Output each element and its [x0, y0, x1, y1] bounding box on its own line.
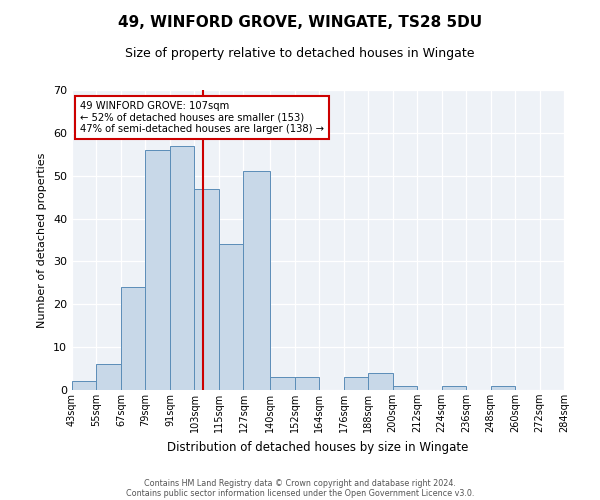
Bar — [295, 377, 319, 390]
Bar — [564, 386, 589, 390]
Text: 49 WINFORD GROVE: 107sqm
← 52% of detached houses are smaller (153)
47% of semi-: 49 WINFORD GROVE: 107sqm ← 52% of detach… — [80, 100, 324, 134]
Bar — [121, 287, 145, 390]
Text: Contains HM Land Registry data © Crown copyright and database right 2024.: Contains HM Land Registry data © Crown c… — [144, 478, 456, 488]
Bar — [244, 172, 270, 390]
X-axis label: Distribution of detached houses by size in Wingate: Distribution of detached houses by size … — [167, 440, 469, 454]
Bar — [344, 377, 368, 390]
Bar — [491, 386, 515, 390]
Bar — [72, 382, 97, 390]
Bar — [145, 150, 170, 390]
Bar — [368, 373, 392, 390]
Bar — [270, 377, 295, 390]
Text: Size of property relative to detached houses in Wingate: Size of property relative to detached ho… — [125, 48, 475, 60]
Bar — [170, 146, 194, 390]
Y-axis label: Number of detached properties: Number of detached properties — [37, 152, 47, 328]
Bar — [219, 244, 244, 390]
Text: Contains public sector information licensed under the Open Government Licence v3: Contains public sector information licen… — [126, 488, 474, 498]
Bar — [392, 386, 417, 390]
Bar — [97, 364, 121, 390]
Bar — [442, 386, 466, 390]
Text: 49, WINFORD GROVE, WINGATE, TS28 5DU: 49, WINFORD GROVE, WINGATE, TS28 5DU — [118, 15, 482, 30]
Bar — [194, 188, 219, 390]
